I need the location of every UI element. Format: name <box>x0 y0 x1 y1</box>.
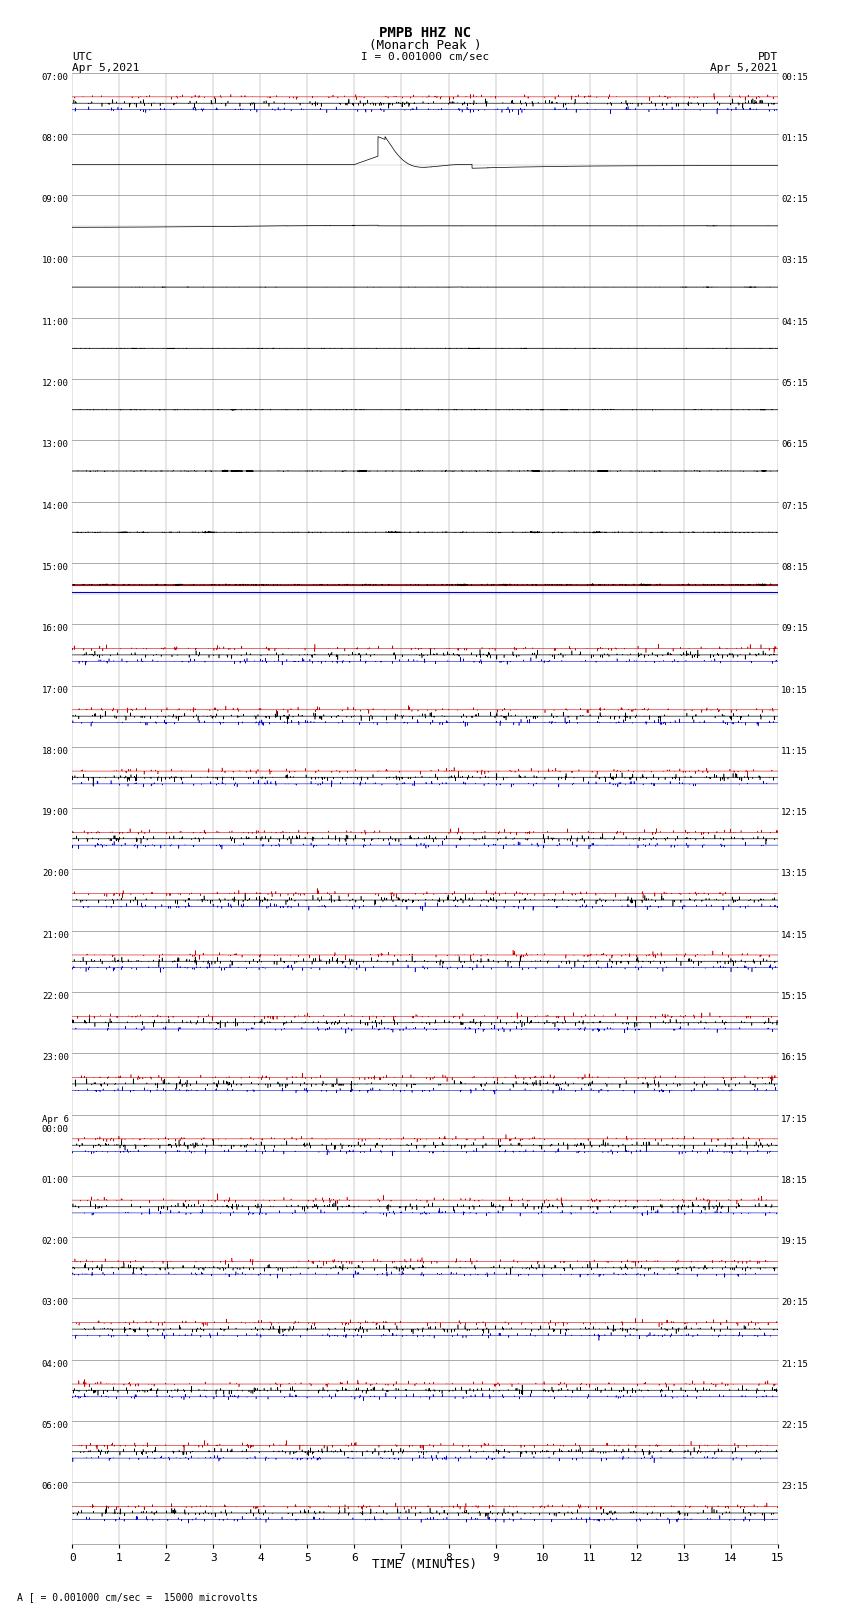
Text: 01:15: 01:15 <box>781 134 808 144</box>
Text: 01:00: 01:00 <box>42 1176 69 1186</box>
Text: 23:15: 23:15 <box>781 1482 808 1492</box>
Text: 08:15: 08:15 <box>781 563 808 573</box>
Text: TIME (MINUTES): TIME (MINUTES) <box>372 1558 478 1571</box>
Text: 17:15: 17:15 <box>781 1115 808 1124</box>
Text: 02:15: 02:15 <box>781 195 808 205</box>
Text: 00:15: 00:15 <box>781 73 808 82</box>
Text: 22:15: 22:15 <box>781 1421 808 1431</box>
Text: 11:00: 11:00 <box>42 318 69 327</box>
Text: 17:00: 17:00 <box>42 686 69 695</box>
Text: 04:15: 04:15 <box>781 318 808 327</box>
Text: (Monarch Peak ): (Monarch Peak ) <box>369 39 481 52</box>
Text: I = 0.001000 cm/sec: I = 0.001000 cm/sec <box>361 52 489 61</box>
Text: 10:15: 10:15 <box>781 686 808 695</box>
Text: 20:15: 20:15 <box>781 1298 808 1308</box>
Text: 09:00: 09:00 <box>42 195 69 205</box>
Text: 21:15: 21:15 <box>781 1360 808 1369</box>
Text: 03:15: 03:15 <box>781 256 808 266</box>
Text: PMPB HHZ NC: PMPB HHZ NC <box>379 26 471 40</box>
Text: 07:00: 07:00 <box>42 73 69 82</box>
Text: PDT: PDT <box>757 52 778 61</box>
Text: 21:00: 21:00 <box>42 931 69 940</box>
Text: 20:00: 20:00 <box>42 869 69 879</box>
Text: 07:15: 07:15 <box>781 502 808 511</box>
Text: 02:00: 02:00 <box>42 1237 69 1247</box>
Text: A [ = 0.001000 cm/sec =  15000 microvolts: A [ = 0.001000 cm/sec = 15000 microvolts <box>17 1592 258 1602</box>
Text: 19:00: 19:00 <box>42 808 69 818</box>
Text: 08:00: 08:00 <box>42 134 69 144</box>
Text: 11:15: 11:15 <box>781 747 808 756</box>
Text: 15:00: 15:00 <box>42 563 69 573</box>
Text: 18:15: 18:15 <box>781 1176 808 1186</box>
Text: 06:00: 06:00 <box>42 1482 69 1492</box>
Text: 09:15: 09:15 <box>781 624 808 634</box>
Text: UTC: UTC <box>72 52 93 61</box>
Text: 13:15: 13:15 <box>781 869 808 879</box>
Text: 23:00: 23:00 <box>42 1053 69 1063</box>
Text: 22:00: 22:00 <box>42 992 69 1002</box>
Text: 06:15: 06:15 <box>781 440 808 450</box>
Text: 14:00: 14:00 <box>42 502 69 511</box>
Text: Apr 5,2021: Apr 5,2021 <box>711 63 778 73</box>
Text: 18:00: 18:00 <box>42 747 69 756</box>
Text: 16:15: 16:15 <box>781 1053 808 1063</box>
Text: 16:00: 16:00 <box>42 624 69 634</box>
Text: 03:00: 03:00 <box>42 1298 69 1308</box>
Text: 05:15: 05:15 <box>781 379 808 389</box>
Text: 12:15: 12:15 <box>781 808 808 818</box>
Text: 15:15: 15:15 <box>781 992 808 1002</box>
Text: 13:00: 13:00 <box>42 440 69 450</box>
Text: 04:00: 04:00 <box>42 1360 69 1369</box>
Text: 10:00: 10:00 <box>42 256 69 266</box>
Text: Apr 5,2021: Apr 5,2021 <box>72 63 139 73</box>
Text: 12:00: 12:00 <box>42 379 69 389</box>
Text: 14:15: 14:15 <box>781 931 808 940</box>
Text: 05:00: 05:00 <box>42 1421 69 1431</box>
Text: 19:15: 19:15 <box>781 1237 808 1247</box>
Text: Apr 6
00:00: Apr 6 00:00 <box>42 1115 69 1134</box>
